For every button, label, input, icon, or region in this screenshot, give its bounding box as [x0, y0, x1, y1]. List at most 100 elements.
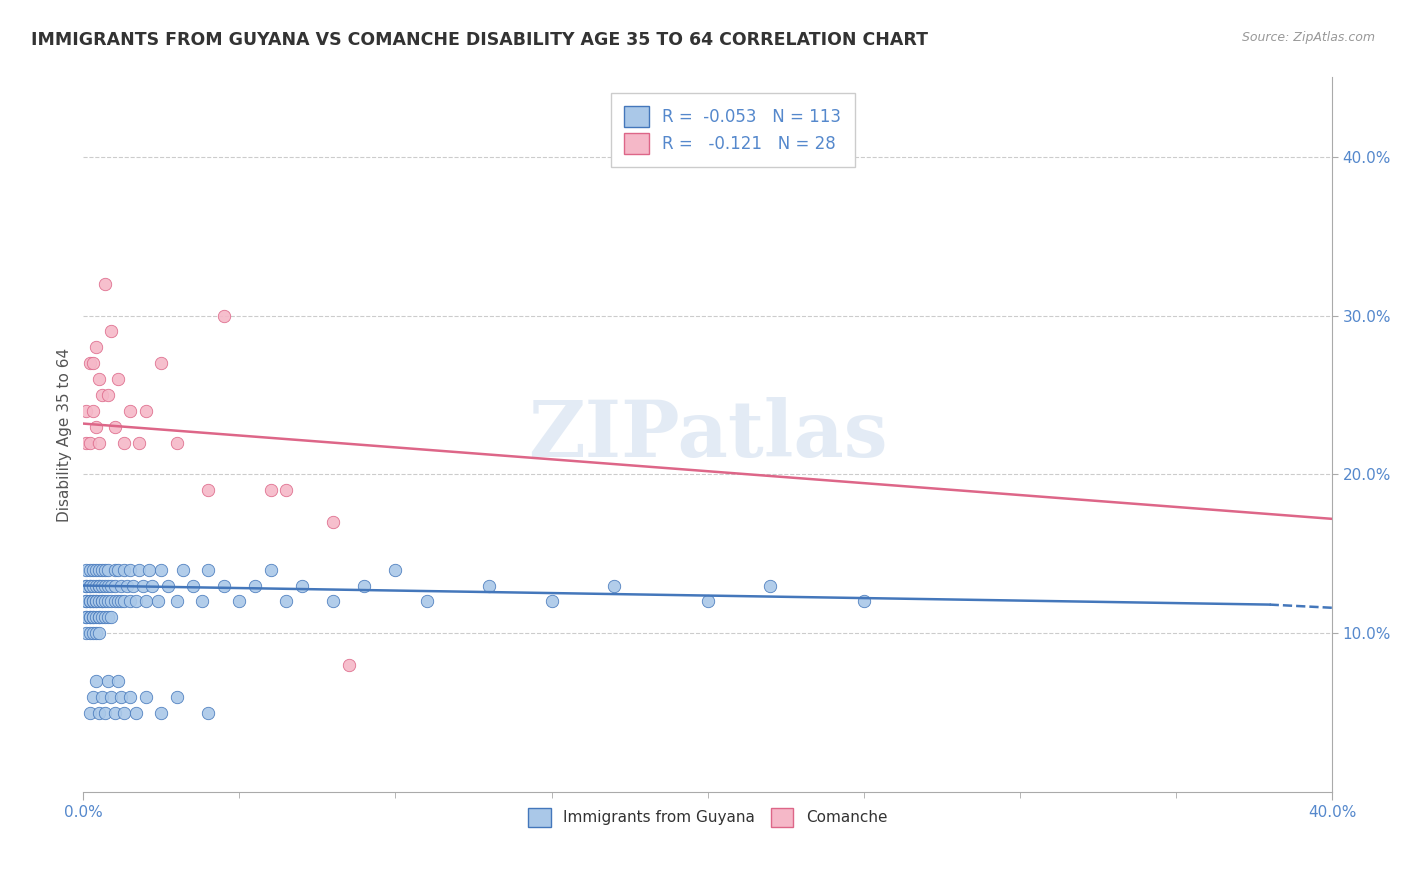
Point — [91, 388, 114, 402]
Point — [79, 435, 101, 450]
Point — [181, 578, 204, 592]
Point — [103, 594, 125, 608]
Point — [75, 594, 97, 608]
Point — [128, 435, 150, 450]
Point — [172, 563, 194, 577]
Point — [91, 594, 114, 608]
Point — [91, 563, 114, 577]
Point — [94, 594, 117, 608]
Point — [75, 435, 97, 450]
Point — [322, 594, 344, 608]
Point — [166, 594, 188, 608]
Point — [82, 578, 104, 592]
Point — [79, 578, 101, 592]
Point — [79, 626, 101, 640]
Point — [125, 706, 148, 720]
Point — [87, 610, 110, 624]
Point — [87, 626, 110, 640]
Point — [87, 610, 110, 624]
Point — [79, 563, 101, 577]
Point — [103, 563, 125, 577]
Point — [91, 578, 114, 592]
Point — [87, 563, 110, 577]
Point — [87, 578, 110, 592]
Point — [79, 578, 101, 592]
Point — [75, 578, 97, 592]
Point — [75, 404, 97, 418]
Point — [197, 563, 219, 577]
Point — [603, 578, 626, 592]
Text: ZIPatlas: ZIPatlas — [527, 397, 887, 473]
Point — [112, 706, 135, 720]
Point — [82, 563, 104, 577]
Point — [82, 594, 104, 608]
Point — [79, 356, 101, 370]
Point — [478, 578, 501, 592]
Point — [87, 594, 110, 608]
Point — [125, 594, 148, 608]
Point — [112, 563, 135, 577]
Point — [91, 610, 114, 624]
Point — [79, 594, 101, 608]
Point — [94, 277, 117, 291]
Point — [415, 594, 437, 608]
Point — [150, 356, 173, 370]
Point — [141, 578, 163, 592]
Point — [322, 515, 344, 529]
Point — [148, 594, 170, 608]
Point — [276, 594, 298, 608]
Point — [87, 435, 110, 450]
Point — [79, 706, 101, 720]
Point — [107, 372, 129, 386]
Point — [128, 563, 150, 577]
Point — [84, 594, 107, 608]
Point — [82, 610, 104, 624]
Point — [228, 594, 250, 608]
Point — [103, 578, 125, 592]
Point — [75, 563, 97, 577]
Point — [84, 340, 107, 354]
Legend: Immigrants from Guyana, Comanche: Immigrants from Guyana, Comanche — [520, 800, 894, 834]
Point — [97, 610, 120, 624]
Point — [75, 578, 97, 592]
Point — [84, 563, 107, 577]
Point — [107, 673, 129, 688]
Point — [110, 578, 132, 592]
Point — [291, 578, 314, 592]
Point — [122, 578, 145, 592]
Point — [84, 419, 107, 434]
Point — [759, 578, 782, 592]
Point — [166, 690, 188, 704]
Point — [120, 690, 142, 704]
Point — [87, 372, 110, 386]
Point — [75, 594, 97, 608]
Point — [94, 578, 117, 592]
Point — [97, 594, 120, 608]
Point — [100, 610, 122, 624]
Point — [97, 578, 120, 592]
Point — [100, 578, 122, 592]
Point — [110, 690, 132, 704]
Point — [82, 404, 104, 418]
Point — [97, 673, 120, 688]
Point — [103, 706, 125, 720]
Point — [103, 419, 125, 434]
Point — [84, 578, 107, 592]
Point — [94, 563, 117, 577]
Point — [84, 673, 107, 688]
Point — [197, 706, 219, 720]
Point — [82, 610, 104, 624]
Text: Source: ZipAtlas.com: Source: ZipAtlas.com — [1241, 31, 1375, 45]
Point — [243, 578, 266, 592]
Y-axis label: Disability Age 35 to 64: Disability Age 35 to 64 — [58, 348, 72, 522]
Point — [138, 563, 160, 577]
Point — [259, 563, 281, 577]
Point — [135, 690, 157, 704]
Point — [135, 594, 157, 608]
Point — [135, 404, 157, 418]
Point — [87, 706, 110, 720]
Point — [84, 610, 107, 624]
Point — [82, 356, 104, 370]
Point — [97, 563, 120, 577]
Point — [79, 594, 101, 608]
